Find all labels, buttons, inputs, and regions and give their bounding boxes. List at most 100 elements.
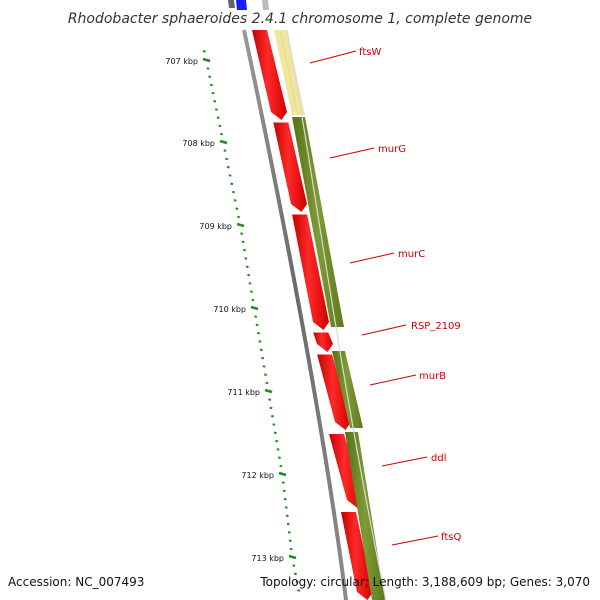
minor-tick [216, 116, 220, 119]
cds-track [252, 30, 373, 600]
minor-tick [265, 381, 269, 385]
minor-tick [269, 406, 273, 410]
gene-block-ddl-ftsQ[interactable] [345, 432, 385, 600]
minor-tick [277, 456, 281, 459]
gene-label-ftsQ[interactable]: ftsQ [391, 532, 461, 546]
major-tick [219, 139, 228, 145]
minor-tick [242, 248, 246, 252]
minor-tick [225, 157, 229, 161]
minor-tick [288, 539, 292, 542]
outer-track-edge [286, 29, 387, 600]
minor-tick [270, 414, 274, 418]
minor-tick [231, 190, 235, 194]
tick-label: 707 kbp [165, 57, 198, 66]
gene-label-text: murG [378, 144, 406, 155]
minor-tick [214, 108, 218, 111]
minor-tick [275, 439, 279, 443]
ruler: 707 kbp 708 kbp 709 kbp 710 kbp 711 kbp 712 k… [165, 50, 301, 592]
gene-label-ddl[interactable]: ddl [381, 453, 446, 467]
minor-tick [220, 132, 224, 136]
minor-tick [251, 298, 255, 302]
gene-label-murG[interactable]: murG [329, 144, 406, 159]
minor-tick [261, 356, 265, 360]
gene-label-ftsW[interactable]: ftsW [309, 47, 381, 64]
minor-tick [279, 464, 283, 468]
gene-label-murB[interactable]: murB [369, 371, 446, 386]
minor-tick [254, 315, 258, 318]
minor-tick [255, 323, 259, 327]
gene-block-murB[interactable] [332, 351, 363, 428]
minor-tick [230, 182, 234, 186]
tick-label: 711 kbp [227, 388, 260, 397]
minor-tick [273, 431, 277, 435]
minor-tick [295, 580, 299, 584]
cds-segment[interactable] [252, 30, 287, 120]
minor-tick [245, 265, 249, 269]
minor-tick [263, 373, 267, 376]
top-gray-strip-2 [262, 0, 269, 10]
minor-tick [284, 506, 288, 509]
minor-tick [249, 290, 253, 293]
cds-segment[interactable] [292, 214, 329, 330]
minor-tick [241, 240, 245, 244]
minor-tick [228, 174, 232, 177]
minor-tick [213, 100, 217, 103]
map-title: Rhodobacter sphaeroides 2.4.1 chromosome… [68, 11, 532, 27]
cds-segment[interactable] [317, 354, 351, 430]
minor-tick [286, 522, 290, 526]
gene-label-text: ftsQ [441, 532, 461, 543]
minor-tick [226, 165, 230, 169]
cds-segment[interactable] [313, 332, 333, 352]
top-blue-strip [236, 0, 247, 10]
minor-tick [256, 331, 260, 335]
minor-tick [235, 207, 239, 210]
cds-segment[interactable] [341, 512, 373, 600]
gene-label-text: ddl [431, 453, 446, 464]
gene-label-text: murB [419, 371, 446, 382]
minor-tick [285, 514, 289, 518]
minor-tick [287, 531, 291, 534]
genome-summary: Topology: circular; Length: 3,188,609 bp… [259, 575, 590, 589]
minor-tick [281, 481, 285, 484]
accession-label: Accession: NC_007493 [8, 575, 144, 589]
minor-tick [209, 83, 213, 87]
minor-tick [248, 282, 252, 285]
minor-tick [297, 589, 301, 592]
minor-tick [258, 340, 262, 343]
gene-label-murC[interactable]: murC [349, 249, 425, 264]
minor-tick [259, 348, 263, 352]
tick-label: 713 kbp [251, 554, 284, 563]
gene-track [274, 29, 387, 600]
tick-label: 710 kbp [213, 305, 246, 314]
gene-label-text: murC [398, 249, 425, 260]
gene-label-text: RSP_2109 [411, 321, 461, 332]
minor-tick [292, 564, 296, 567]
minor-tick [293, 572, 297, 576]
minor-tick [268, 398, 272, 401]
minor-tick [218, 124, 222, 128]
gene-block-murG-murC[interactable] [292, 117, 344, 327]
minor-tick [247, 273, 251, 277]
major-tick [236, 222, 245, 228]
minor-tick [262, 365, 266, 368]
minor-tick [208, 75, 212, 78]
major-tick [250, 305, 259, 311]
tick-label: 712 kbp [241, 471, 274, 480]
minor-tick [202, 50, 206, 53]
gene-labels: ftsW murG murC RSP_2109 murB ddl ftsQ [309, 47, 461, 546]
minor-tick [211, 91, 215, 95]
major-tick [264, 388, 273, 394]
minor-tick [237, 215, 241, 219]
gene-label-RSP_2109[interactable]: RSP_2109 [361, 321, 461, 336]
tick-label: 709 kbp [199, 222, 232, 231]
tick-label: 708 kbp [182, 139, 215, 148]
minor-tick [282, 489, 286, 493]
gene-label-text: ftsW [359, 47, 381, 58]
minor-tick [233, 199, 237, 202]
cds-segment[interactable] [273, 121, 307, 212]
minor-tick [283, 497, 287, 501]
major-tick [278, 471, 287, 477]
minor-tick [276, 448, 280, 451]
gene-block-edge [279, 29, 299, 116]
